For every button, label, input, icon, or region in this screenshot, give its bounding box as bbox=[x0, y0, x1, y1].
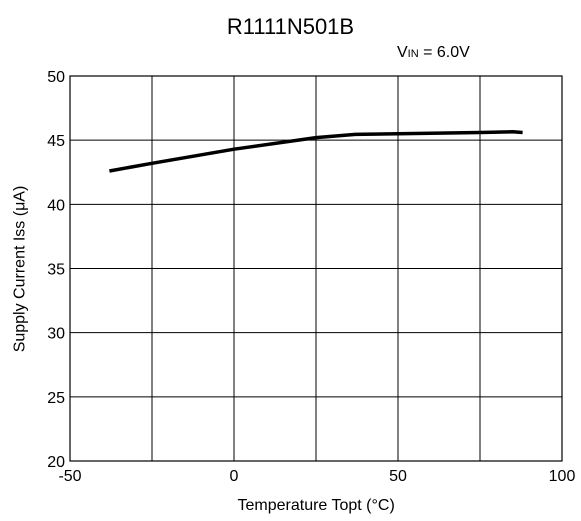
series-line bbox=[109, 130, 523, 173]
x-tick-label: 50 bbox=[389, 468, 407, 485]
grid bbox=[70, 76, 562, 461]
condition-label: VIN = 6.0V bbox=[397, 44, 470, 62]
y-tick-label: 45 bbox=[47, 133, 65, 150]
tick-labels: -50 0 50 100 20 25 30 35 40 45 50 bbox=[47, 69, 575, 485]
x-axis-label: Temperature Topt (°C) bbox=[237, 497, 395, 514]
y-tick-label: 40 bbox=[47, 197, 65, 214]
y-tick-label: 25 bbox=[47, 390, 65, 407]
chart-title: R1111N501B bbox=[226, 14, 355, 39]
series bbox=[109, 130, 523, 173]
y-tick-label: 30 bbox=[47, 326, 65, 343]
x-tick-label: 100 bbox=[549, 468, 576, 485]
y-tick-label: 50 bbox=[47, 69, 65, 86]
x-tick-label: -50 bbox=[58, 468, 81, 485]
x-tick-label: 0 bbox=[230, 468, 239, 485]
condition-symbol: V bbox=[397, 44, 408, 61]
condition-subscript: IN bbox=[407, 48, 419, 60]
y-tick-label: 20 bbox=[47, 454, 65, 471]
condition-value: = 6.0V bbox=[418, 44, 470, 61]
plot-frame bbox=[69, 75, 563, 462]
y-tick-label: 35 bbox=[47, 262, 65, 279]
